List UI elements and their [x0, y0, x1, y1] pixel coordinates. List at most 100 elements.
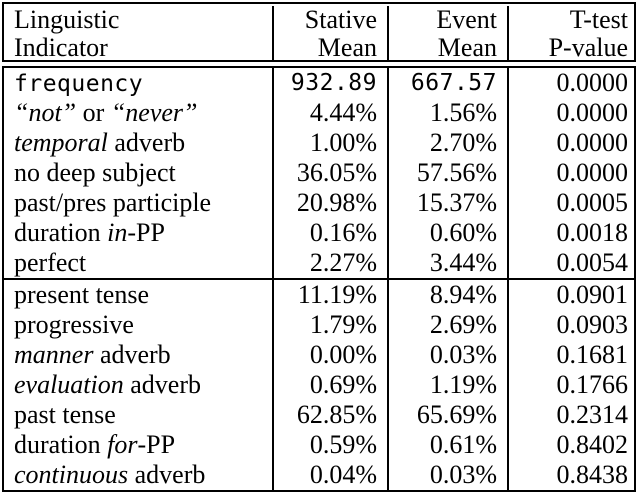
indicator-cell: “not” or “never” — [4, 98, 272, 128]
table-row: “not” or “never” 4.44% 1.56% 0.0000 — [4, 98, 634, 128]
header-line: T-test — [569, 6, 628, 34]
stative-mean-cell: 0.04% — [272, 460, 387, 490]
event-mean-cell: 0.03% — [387, 340, 507, 370]
indicator-text: past tense — [14, 400, 116, 429]
pvalue-cell: 0.1681 — [507, 340, 634, 370]
header-line: Event — [436, 6, 497, 34]
stative-mean-cell: 36.05% — [272, 158, 387, 188]
indicator-text: frequency — [14, 71, 144, 97]
pvalue-cell: 0.0901 — [507, 280, 634, 310]
indicator-text: or — [76, 98, 111, 127]
stative-mean-cell: 20.98% — [272, 188, 387, 218]
table-row: progressive 1.79% 2.69% 0.0903 — [4, 310, 634, 340]
table-row: duration for-PP 0.59% 0.61% 0.8402 — [4, 430, 634, 460]
header-line: Indicator — [14, 33, 108, 61]
event-mean-cell: 0.03% — [387, 460, 507, 490]
header-line: Mean — [317, 33, 377, 61]
indicator-text: -PP — [127, 218, 165, 247]
indicator-cell: temporal adverb — [4, 128, 272, 158]
indicator-text: no deep subject — [14, 158, 176, 187]
event-mean-cell: 0.60% — [387, 218, 507, 248]
indicator-text: adverb — [107, 128, 186, 157]
table-row: temporal adverb 1.00% 2.70% 0.0000 — [4, 128, 634, 158]
stative-mean-cell: 2.27% — [272, 248, 387, 278]
event-mean-cell: 667.57 — [387, 68, 507, 98]
pvalue-cell: 0.0054 — [507, 248, 634, 278]
table-row: evaluation adverb 0.69% 1.19% 0.1766 — [4, 370, 634, 400]
indicator-text: adverb — [93, 340, 171, 369]
header-stative-mean: Stative Mean — [272, 6, 387, 60]
stative-mean-cell: 11.19% — [272, 280, 387, 310]
pvalue-cell: 0.0000 — [507, 68, 634, 98]
stative-mean-cell: 4.44% — [272, 98, 387, 128]
stative-mean-cell: 0.69% — [272, 370, 387, 400]
pvalue-cell: 0.0005 — [507, 188, 634, 218]
header-line: Mean — [437, 33, 497, 61]
table-row: present tense 11.19% 8.94% 0.0901 — [4, 278, 634, 310]
indicator-text: present tense — [14, 280, 150, 309]
indicator-text: “never” — [110, 98, 198, 127]
stative-mean-cell: 1.79% — [272, 310, 387, 340]
indicator-text: past/pres participle — [14, 188, 212, 217]
table-row: continuous adverb 0.04% 0.03% 0.8438 — [4, 460, 634, 490]
stative-mean-cell: 0.16% — [272, 218, 387, 248]
indicator-text: “not” — [14, 98, 77, 127]
header-line: Linguistic — [14, 6, 120, 34]
indicator-cell: duration in-PP — [4, 218, 272, 248]
event-mean-cell: 2.69% — [387, 310, 507, 340]
indicator-cell: no deep subject — [4, 158, 272, 188]
indicator-text: progressive — [14, 310, 134, 339]
stative-mean-cell: 62.85% — [272, 400, 387, 430]
table-row: no deep subject 36.05% 57.56% 0.0000 — [4, 158, 634, 188]
indicator-text: continuous — [14, 460, 129, 489]
stative-mean-cell: 0.59% — [272, 430, 387, 460]
indicator-cell: continuous adverb — [4, 460, 272, 490]
header-event-mean: Event Mean — [387, 6, 507, 60]
table-row: duration in-PP 0.16% 0.60% 0.0018 — [4, 218, 634, 248]
pvalue-cell: 0.8402 — [507, 430, 634, 460]
table-row: manner adverb 0.00% 0.03% 0.1681 — [4, 340, 634, 370]
indicator-cell: duration for-PP — [4, 430, 272, 460]
indicator-text: in — [107, 218, 128, 247]
indicator-text: manner — [14, 340, 94, 369]
table-body: frequency 932.89 667.57 0.0000 “not” or “nev… — [2, 66, 636, 492]
stative-mean-cell: 0.00% — [272, 340, 387, 370]
indicator-cell: manner adverb — [4, 340, 272, 370]
indicator-cell: present tense — [4, 280, 272, 310]
pvalue-cell: 0.0000 — [507, 128, 634, 158]
event-mean-cell: 65.69% — [387, 400, 507, 430]
indicator-cell: frequency — [4, 68, 272, 98]
header-linguistic-indicator: Linguistic Indicator — [4, 6, 272, 60]
indicator-cell: perfect — [4, 248, 272, 278]
indicator-text: adverb — [123, 370, 202, 399]
event-mean-cell: 3.44% — [387, 248, 507, 278]
indicator-text: adverb — [128, 460, 206, 489]
table-row: perfect 2.27% 3.44% 0.0054 — [4, 248, 634, 278]
event-mean-cell: 0.61% — [387, 430, 507, 460]
pvalue-cell: 0.2314 — [507, 400, 634, 430]
indicator-cell: past/pres participle — [4, 188, 272, 218]
header-ttest-pvalue: T-test P-value — [507, 6, 634, 60]
event-mean-cell: 1.56% — [387, 98, 507, 128]
pvalue-cell: 0.1766 — [507, 370, 634, 400]
indicator-text: duration — [14, 430, 108, 459]
header-line: Stative — [304, 6, 377, 34]
event-mean-cell: 1.19% — [387, 370, 507, 400]
pvalue-cell: 0.0000 — [507, 98, 634, 128]
event-mean-cell: 57.56% — [387, 158, 507, 188]
pvalue-cell: 0.0000 — [507, 158, 634, 188]
table-header: Linguistic Indicator Stative Mean Event … — [2, 2, 636, 62]
indicator-cell: progressive — [4, 310, 272, 340]
indicator-text: -PP — [137, 430, 176, 459]
pvalue-cell: 0.0018 — [507, 218, 634, 248]
event-mean-cell: 2.70% — [387, 128, 507, 158]
table-row: past/pres participle 20.98% 15.37% 0.0005 — [4, 188, 634, 218]
table-row: frequency 932.89 667.57 0.0000 — [4, 68, 634, 98]
indicator-text: perfect — [14, 248, 87, 277]
table-row: past tense 62.85% 65.69% 0.2314 — [4, 400, 634, 430]
indicator-text: temporal — [14, 128, 108, 157]
stative-mean-cell: 932.89 — [272, 68, 387, 98]
header-line: P-value — [548, 33, 628, 61]
indicator-text: duration — [14, 218, 108, 247]
